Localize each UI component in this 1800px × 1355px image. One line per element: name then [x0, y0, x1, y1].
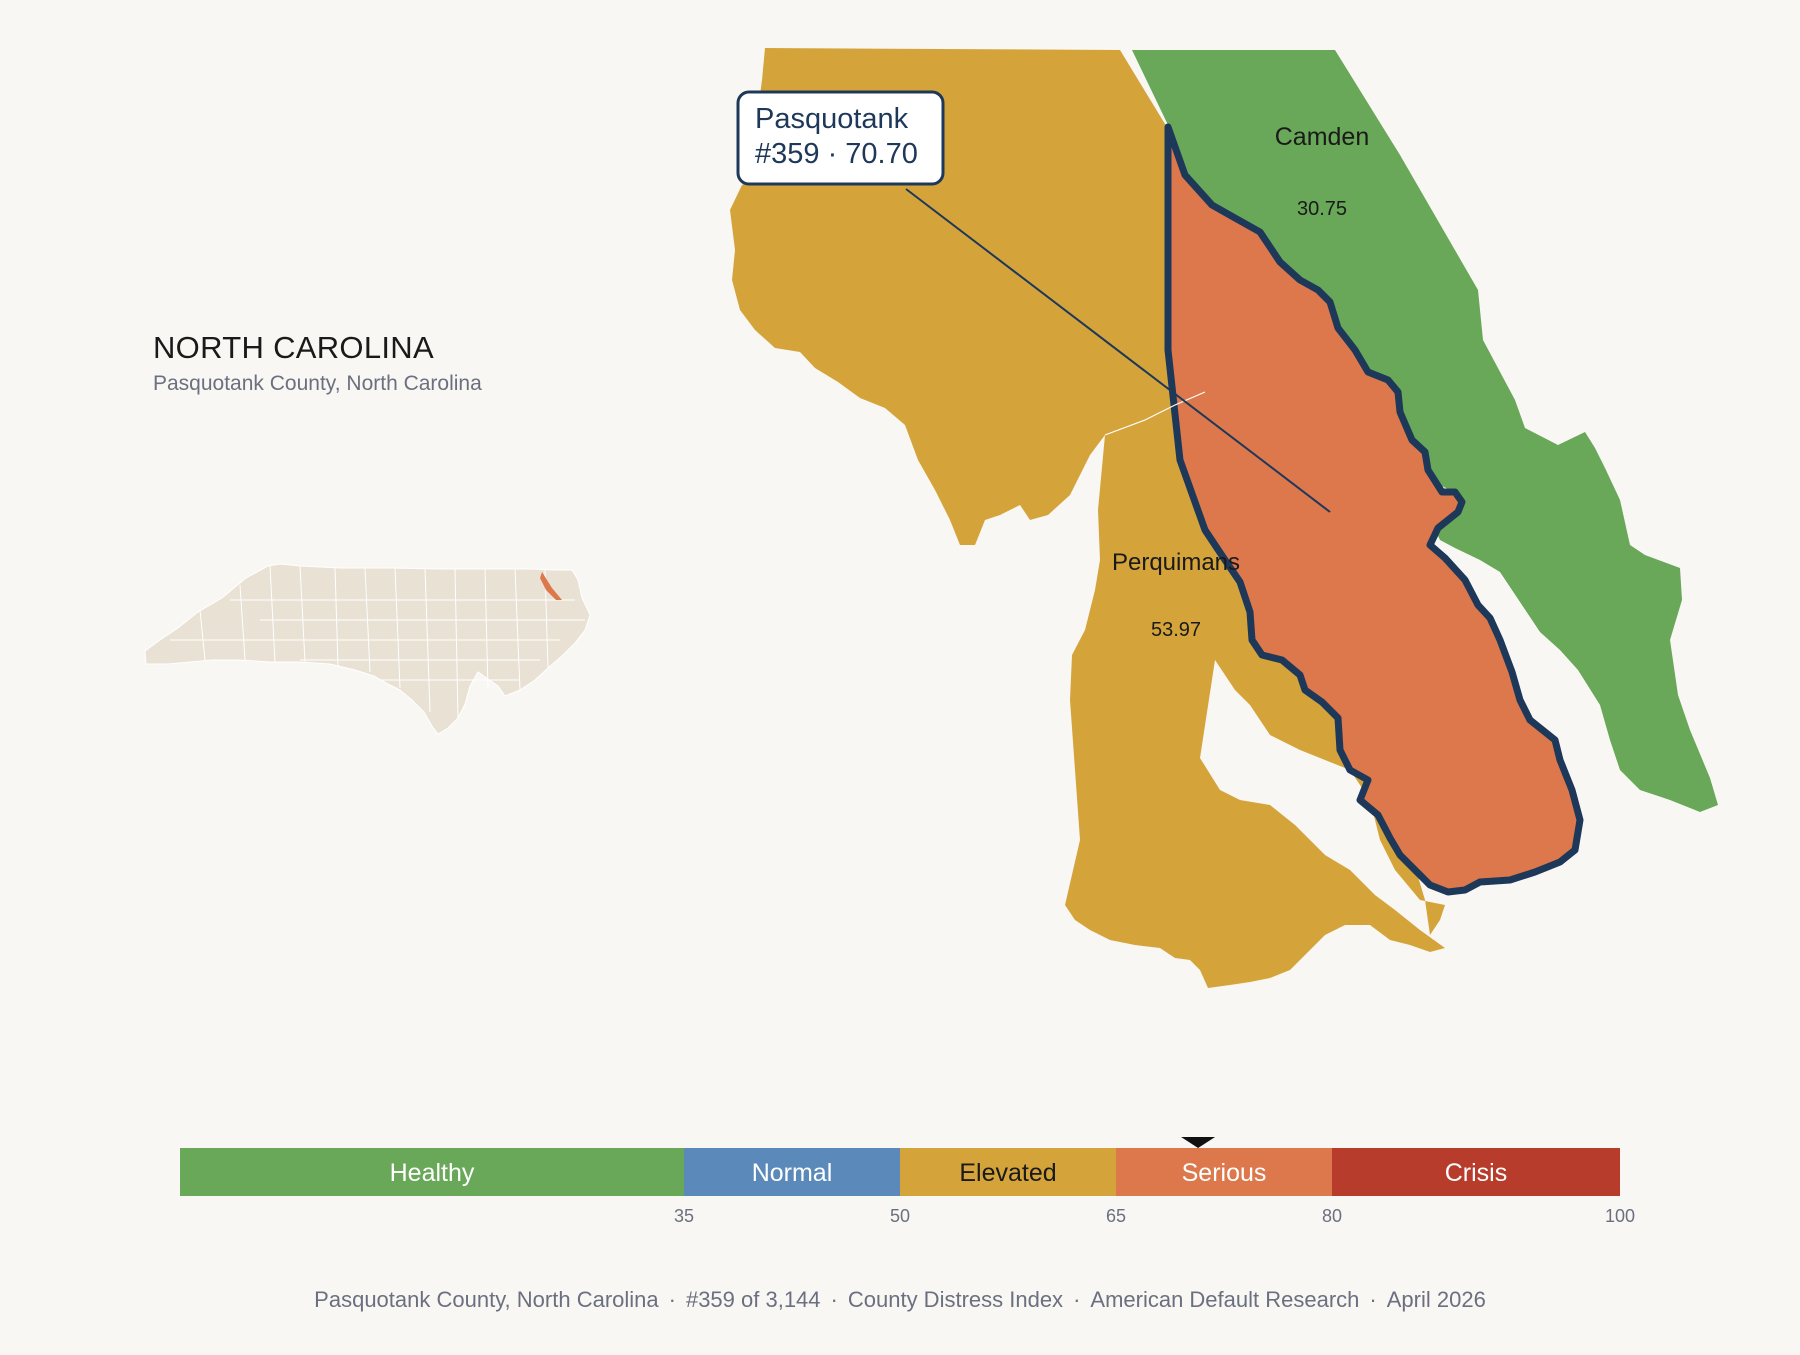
legend-tick-label: 80	[1322, 1206, 1342, 1226]
legend-marker-triangle	[1181, 1137, 1216, 1148]
legend-band-label: Serious	[1182, 1159, 1267, 1187]
county-label-perquimans: Perquimans	[1112, 549, 1240, 576]
legend-band-normal	[684, 1148, 900, 1196]
legend-band-healthy	[180, 1148, 684, 1196]
callout-county-name: Pasquotank	[755, 103, 909, 135]
inset-county-highlight	[540, 572, 562, 600]
legend-tick-label: 100	[1605, 1206, 1635, 1226]
footer-date: April 2026	[1386, 1287, 1486, 1312]
callout-rank-score: #359 · 70.70	[755, 138, 918, 170]
county-camden	[1132, 50, 1718, 812]
legend-band-label: Healthy	[390, 1159, 475, 1187]
legend-bar: Healthy Normal Elevated Serious Crisis 35 50 65…	[180, 1137, 1635, 1226]
legend-band-label: Crisis	[1445, 1159, 1508, 1187]
inset-state-map	[144, 563, 591, 735]
county-perquimans	[1065, 390, 1445, 988]
county-value-perquimans: 53.97	[1151, 619, 1201, 641]
county-pasquotank	[1164, 123, 1584, 896]
legend-tick-label: 65	[1106, 1206, 1126, 1226]
county-value-camden: 30.75	[1297, 198, 1347, 220]
state-title: NORTH CAROLINA	[153, 330, 434, 365]
legend-band-label: Normal	[752, 1159, 833, 1187]
callout-leader-line	[905, 188, 1331, 513]
footer-county: Pasquotank County, North Carolina	[314, 1287, 659, 1312]
legend-band-elevated	[900, 1148, 1116, 1196]
state-subtitle: Pasquotank County, North Carolina	[153, 372, 482, 395]
county-border-line	[1104, 391, 1206, 436]
legend-band-crisis	[1332, 1148, 1620, 1196]
legend-tick-label: 50	[890, 1206, 910, 1226]
legend-tick-label: 35	[674, 1206, 694, 1226]
footer-source: American Default Research	[1090, 1287, 1360, 1312]
inset-state-shape	[144, 563, 591, 735]
footer: Pasquotank County, North Carolina · #359 o…	[314, 1287, 1486, 1312]
footer-rank: #359 of 3,144	[685, 1287, 821, 1312]
legend-band-serious	[1116, 1148, 1332, 1196]
footer-index: County Distress Index	[847, 1287, 1064, 1312]
legend-band-label: Elevated	[959, 1159, 1056, 1187]
county-label-camden: Camden	[1275, 123, 1370, 151]
callout-box: Pasquotank #359 · 70.70	[736, 90, 945, 186]
